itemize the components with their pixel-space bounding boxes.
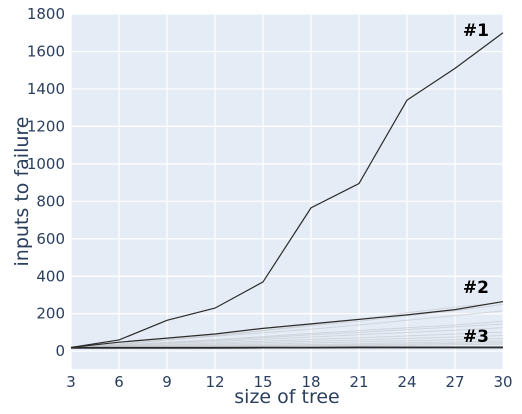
y-tick-label: 1800 (27, 5, 65, 23)
y-tick-label: 200 (36, 305, 65, 323)
y-tick-label: 400 (36, 267, 65, 285)
series-label-3: #3 (463, 327, 489, 347)
y-tick-label: 800 (36, 192, 65, 210)
x-tick-label: 30 (493, 373, 512, 391)
series-label-1: #1 (463, 21, 489, 41)
y-tick-label: 1600 (27, 42, 65, 60)
x-axis-title: size of tree (234, 386, 339, 408)
y-tick-label: 600 (36, 230, 65, 248)
y-tick-label: 0 (55, 342, 65, 360)
x-tick-label: 9 (162, 373, 172, 391)
x-tick-label: 27 (445, 373, 464, 391)
x-tick-label: 24 (397, 373, 416, 391)
x-tick-label: 3 (66, 373, 76, 391)
plot-background (71, 14, 503, 369)
y-axis-title: inputs to failure (11, 117, 33, 267)
x-tick-label: 12 (205, 373, 224, 391)
series-label-2: #2 (463, 278, 489, 298)
x-tick-label: 6 (114, 373, 124, 391)
y-tick-label: 1400 (27, 80, 65, 98)
x-tick-label: 21 (349, 373, 368, 391)
